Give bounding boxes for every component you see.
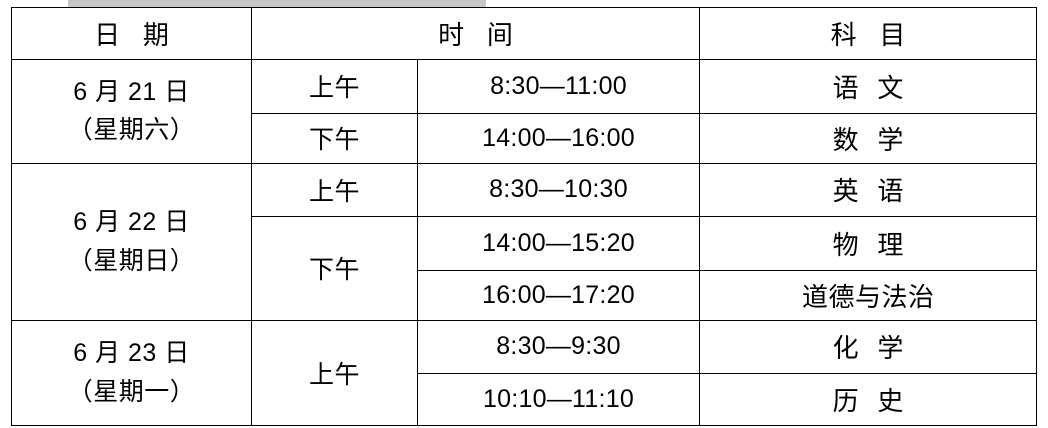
time-cell-day-3-morning-1: 8:30—9:30 xyxy=(416,319,701,374)
exam-schedule-container: 日 期 时 间 科 目 6 月 21 日 （星期六） 上午 8:30—11:00… xyxy=(11,7,1038,426)
subject-cell-day-2-afternoon-2: 道德与法治 xyxy=(699,269,1038,321)
time-cell-day-2-afternoon-1: 14:00—15:20 xyxy=(416,216,701,271)
subject-cell-day-2-morning-1: 英 语 xyxy=(699,162,1038,217)
date-text: 6 月 23 日 xyxy=(73,339,190,367)
session-cell-day-1-morning: 上午 xyxy=(251,59,418,114)
date-text: 6 月 21 日 xyxy=(73,77,190,106)
time-cell-day-1-morning-1: 8:30—11:00 xyxy=(416,59,701,114)
session-cell-day-3-morning: 上午 xyxy=(251,319,418,426)
subject-cell-day-2-afternoon-1: 物 理 xyxy=(699,216,1038,271)
time-cell-day-3-morning-2: 10:10—11:10 xyxy=(416,373,701,426)
time-cell-day-1-afternoon-1: 14:00—16:00 xyxy=(416,112,701,164)
header-date: 日 期 xyxy=(11,7,252,60)
top-highlight-bar xyxy=(68,0,486,7)
session-cell-day-1-afternoon: 下午 xyxy=(251,112,418,164)
subject-cell-day-1-afternoon-1: 数 学 xyxy=(699,112,1038,164)
weekday-text: （星期六） xyxy=(67,116,196,145)
date-cell-day-2: 6 月 22 日 （星期日） xyxy=(11,162,252,321)
table-row: 6 月 21 日 （星期六） 上午 8:30—11:00 语 文 xyxy=(11,59,1038,164)
table-header-row: 日 期 时 间 科 目 xyxy=(11,7,1038,60)
weekday-text: （星期一） xyxy=(67,377,196,406)
table-row: 6 月 23 日 （星期一） 上午 8:30—9:30 化 学 xyxy=(11,319,1038,426)
table-row: 16:00—17:20 道德与法治 xyxy=(12,269,1038,321)
table-row: 6 月 22 日 （星期日） 上午 8:30—10:30 英 语 xyxy=(11,162,1038,321)
subject-cell-day-1-morning-1: 语 文 xyxy=(699,59,1038,114)
weekday-text: （星期日） xyxy=(67,246,196,275)
session-cell-day-2-afternoon: 下午 xyxy=(251,216,418,321)
exam-schedule-table: 日 期 时 间 科 目 6 月 21 日 （星期六） 上午 8:30—11:00… xyxy=(11,7,1038,426)
header-subject: 科 目 xyxy=(699,7,1038,60)
subject-cell-day-3-morning-1: 化 学 xyxy=(699,319,1038,374)
time-cell-day-2-afternoon-2: 16:00—17:20 xyxy=(416,269,701,321)
date-cell-day-3: 6 月 23 日 （星期一） xyxy=(11,319,252,426)
table-row: 下午 14:00—16:00 数 学 xyxy=(12,112,1038,164)
time-cell-day-2-morning-1: 8:30—10:30 xyxy=(416,162,701,217)
table-row: 10:10—11:10 历 史 xyxy=(12,373,1038,426)
session-cell-day-2-morning: 上午 xyxy=(251,162,418,217)
date-cell-day-1: 6 月 21 日 （星期六） xyxy=(11,59,252,164)
header-time: 时 间 xyxy=(250,7,701,60)
date-text: 6 月 22 日 xyxy=(73,207,190,236)
subject-cell-day-3-morning-2: 历 史 xyxy=(699,373,1038,426)
